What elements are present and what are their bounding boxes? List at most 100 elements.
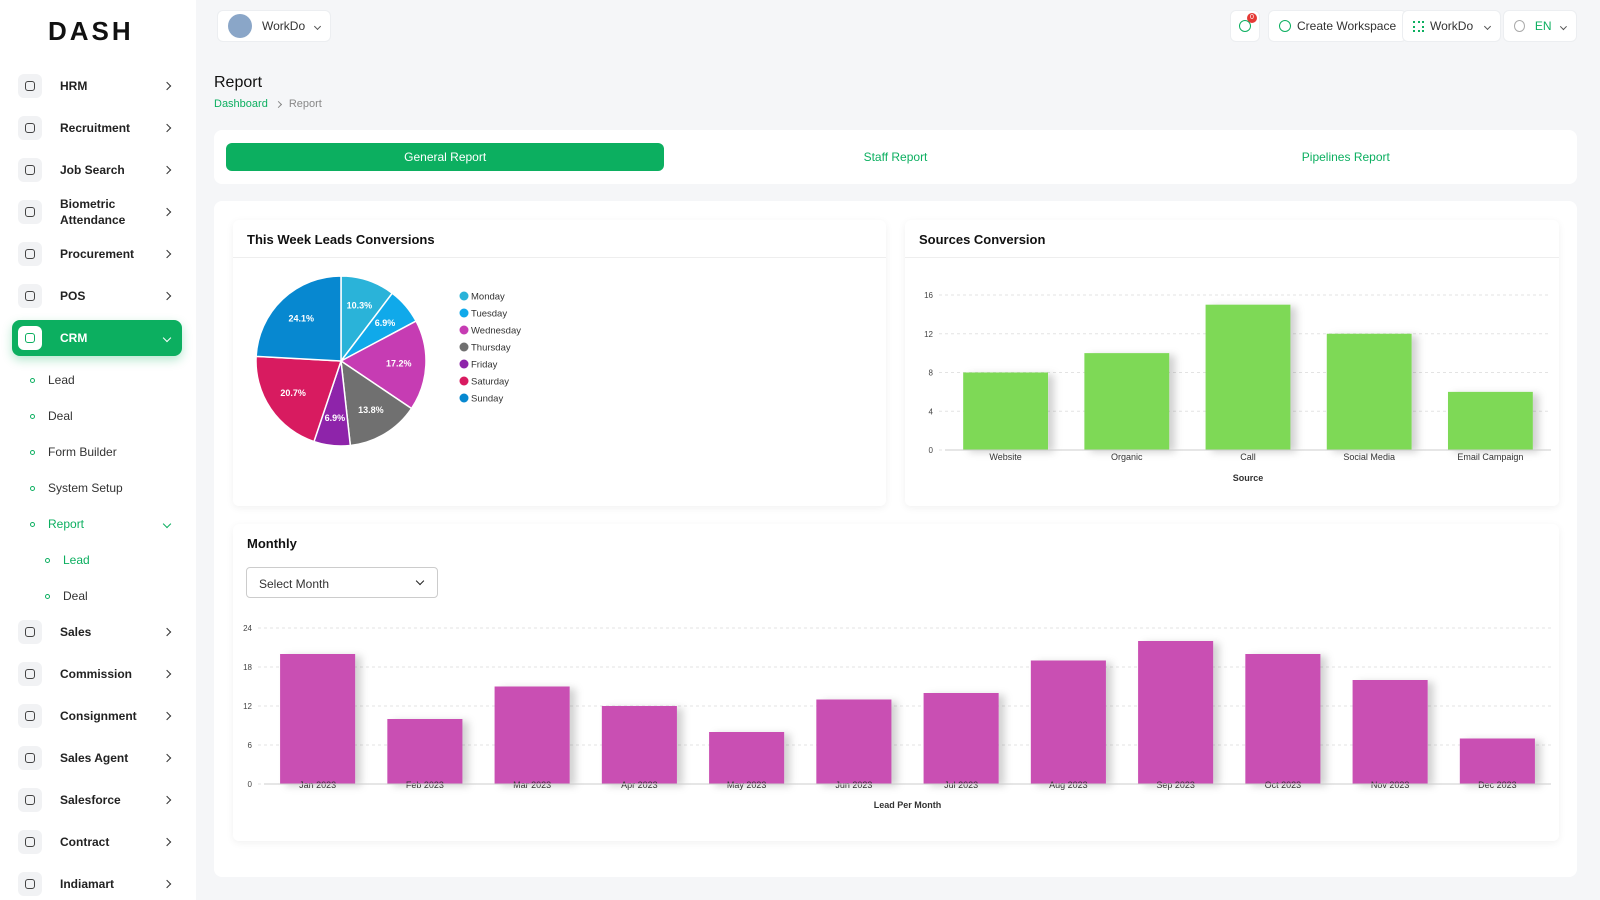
nav-item[interactable]: Job Search	[12, 152, 182, 188]
legend-swatch	[459, 393, 469, 403]
y-tick-label: 6	[248, 741, 253, 750]
icon-glyph	[25, 291, 35, 301]
icon-glyph	[25, 333, 35, 343]
chevron	[162, 753, 172, 763]
language-menu[interactable]: EN	[1503, 10, 1577, 42]
nav-label: Recruitment	[60, 121, 131, 135]
x-tick-label: Sep 2023	[1156, 780, 1195, 790]
nav-item[interactable]: Consignment	[12, 698, 182, 734]
x-axis-title: Lead Per Month	[874, 800, 942, 810]
nav-item[interactable]: Lead	[12, 362, 182, 398]
nav-icon	[18, 746, 42, 770]
x-axis-title: Source	[1233, 473, 1264, 483]
plus-icon	[1279, 20, 1291, 32]
notifications-button[interactable]: 0	[1230, 10, 1260, 42]
nav-item[interactable]: Recruitment	[12, 110, 182, 146]
y-tick-label: 24	[243, 624, 252, 633]
nav-item[interactable]: POS	[12, 278, 182, 314]
user-name: WorkDo	[1430, 19, 1474, 33]
x-tick-label: Organic	[1111, 452, 1143, 462]
nav-label: Report	[48, 517, 85, 531]
nav-bullet	[30, 377, 35, 383]
bar	[1447, 391, 1533, 450]
monthly-card: Monthly Select Month 0 6 12 18 24 Jan 2023 Feb…	[233, 524, 1559, 841]
y-tick-label: 16	[924, 291, 933, 300]
bar	[1245, 654, 1321, 784]
page-title: Report	[214, 74, 263, 91]
nav-item[interactable]: Sales	[12, 614, 182, 650]
nav-item[interactable]: Commission	[12, 656, 182, 692]
sidebar: DASH HRM Recruitment Job Search Biometric A…	[0, 0, 196, 900]
nav-item[interactable]: Sales Agent	[12, 740, 182, 776]
workspace-name: WorkDo	[262, 19, 306, 33]
nav-label: Deal	[48, 409, 73, 423]
chevron	[162, 207, 172, 217]
y-tick-label: 12	[243, 702, 252, 711]
pie-slice	[339, 320, 427, 410]
nav-label: System Setup	[48, 481, 123, 495]
nav-icon	[18, 116, 42, 140]
nav-icon	[18, 284, 42, 308]
icon-glyph	[25, 711, 35, 721]
nav-label: CRM	[60, 331, 88, 345]
icon-glyph	[25, 81, 35, 91]
slice-label: 20.7%	[280, 388, 306, 398]
tab[interactable]: General Report	[226, 143, 665, 171]
nav-icon	[18, 788, 42, 812]
workspace-switcher[interactable]: WorkDo	[217, 10, 332, 42]
select-placeholder: Select Month	[259, 577, 330, 591]
nav-label: Form Builder	[48, 445, 117, 459]
nav-item[interactable]: Lead	[12, 542, 182, 578]
nav-item[interactable]: HRM	[12, 68, 182, 104]
nav-bullet	[45, 593, 50, 599]
nav-icon	[18, 242, 42, 266]
nav-item[interactable]: Biometric Attendance	[12, 194, 182, 230]
bar	[1459, 738, 1535, 784]
month-select[interactable]: Select Month	[246, 567, 438, 598]
nav-label: Sales	[60, 625, 92, 639]
x-tick-label: Mar 2023	[513, 780, 551, 790]
legend-label: Thursday	[471, 343, 511, 354]
nav-item[interactable]: Deal	[12, 578, 182, 614]
nav-item[interactable]: Salesforce	[12, 782, 182, 818]
tab[interactable]: Staff Report	[863, 150, 928, 164]
x-tick-label: Dec 2023	[1478, 780, 1517, 790]
icon-glyph	[25, 879, 35, 889]
nav-menu: HRM Recruitment Job Search Biometric Attend…	[12, 68, 182, 900]
x-tick-label: May 2023	[727, 780, 767, 790]
nav-item[interactable]: Form Builder	[12, 434, 182, 470]
nav-item[interactable]: Indiamart	[12, 866, 182, 900]
breadcrumb-link[interactable]: Dashboard	[214, 98, 268, 110]
nav-label: Procurement	[60, 247, 135, 261]
nav-item[interactable]: Report	[12, 506, 182, 542]
nav-item[interactable]: System Setup	[12, 470, 182, 506]
card-title: Sources Conversion	[919, 232, 1046, 247]
nav-label: Sales Agent	[60, 751, 129, 765]
chevron	[162, 165, 172, 175]
workspace-avatar	[228, 14, 252, 38]
nav-item[interactable]: Contract	[12, 824, 182, 860]
x-tick-label: Nov 2023	[1371, 780, 1410, 790]
chevron	[162, 519, 172, 529]
nav-item[interactable]: Deal	[12, 398, 182, 434]
bar	[1138, 641, 1214, 784]
nav-label: POS	[60, 289, 86, 303]
nav-icon	[18, 74, 42, 98]
tab[interactable]: Pipelines Report	[1301, 150, 1390, 164]
logo[interactable]: DASH	[48, 16, 134, 46]
nav-item[interactable]: CRM	[12, 320, 182, 356]
chevron	[162, 795, 172, 805]
legend-label: Friday	[471, 360, 498, 371]
nav-bullet	[30, 413, 35, 419]
user-menu[interactable]: WorkDo	[1402, 10, 1502, 42]
nav-label: Contract	[60, 835, 110, 849]
create-workspace-button[interactable]: Create Workspace	[1268, 10, 1408, 42]
bar	[494, 686, 570, 784]
divider	[905, 257, 1559, 258]
nav-item[interactable]: Procurement	[12, 236, 182, 272]
x-tick-label: Call	[1240, 452, 1256, 462]
legend-swatch	[459, 308, 469, 318]
y-tick-label: 8	[929, 369, 934, 378]
chevron	[162, 291, 172, 301]
